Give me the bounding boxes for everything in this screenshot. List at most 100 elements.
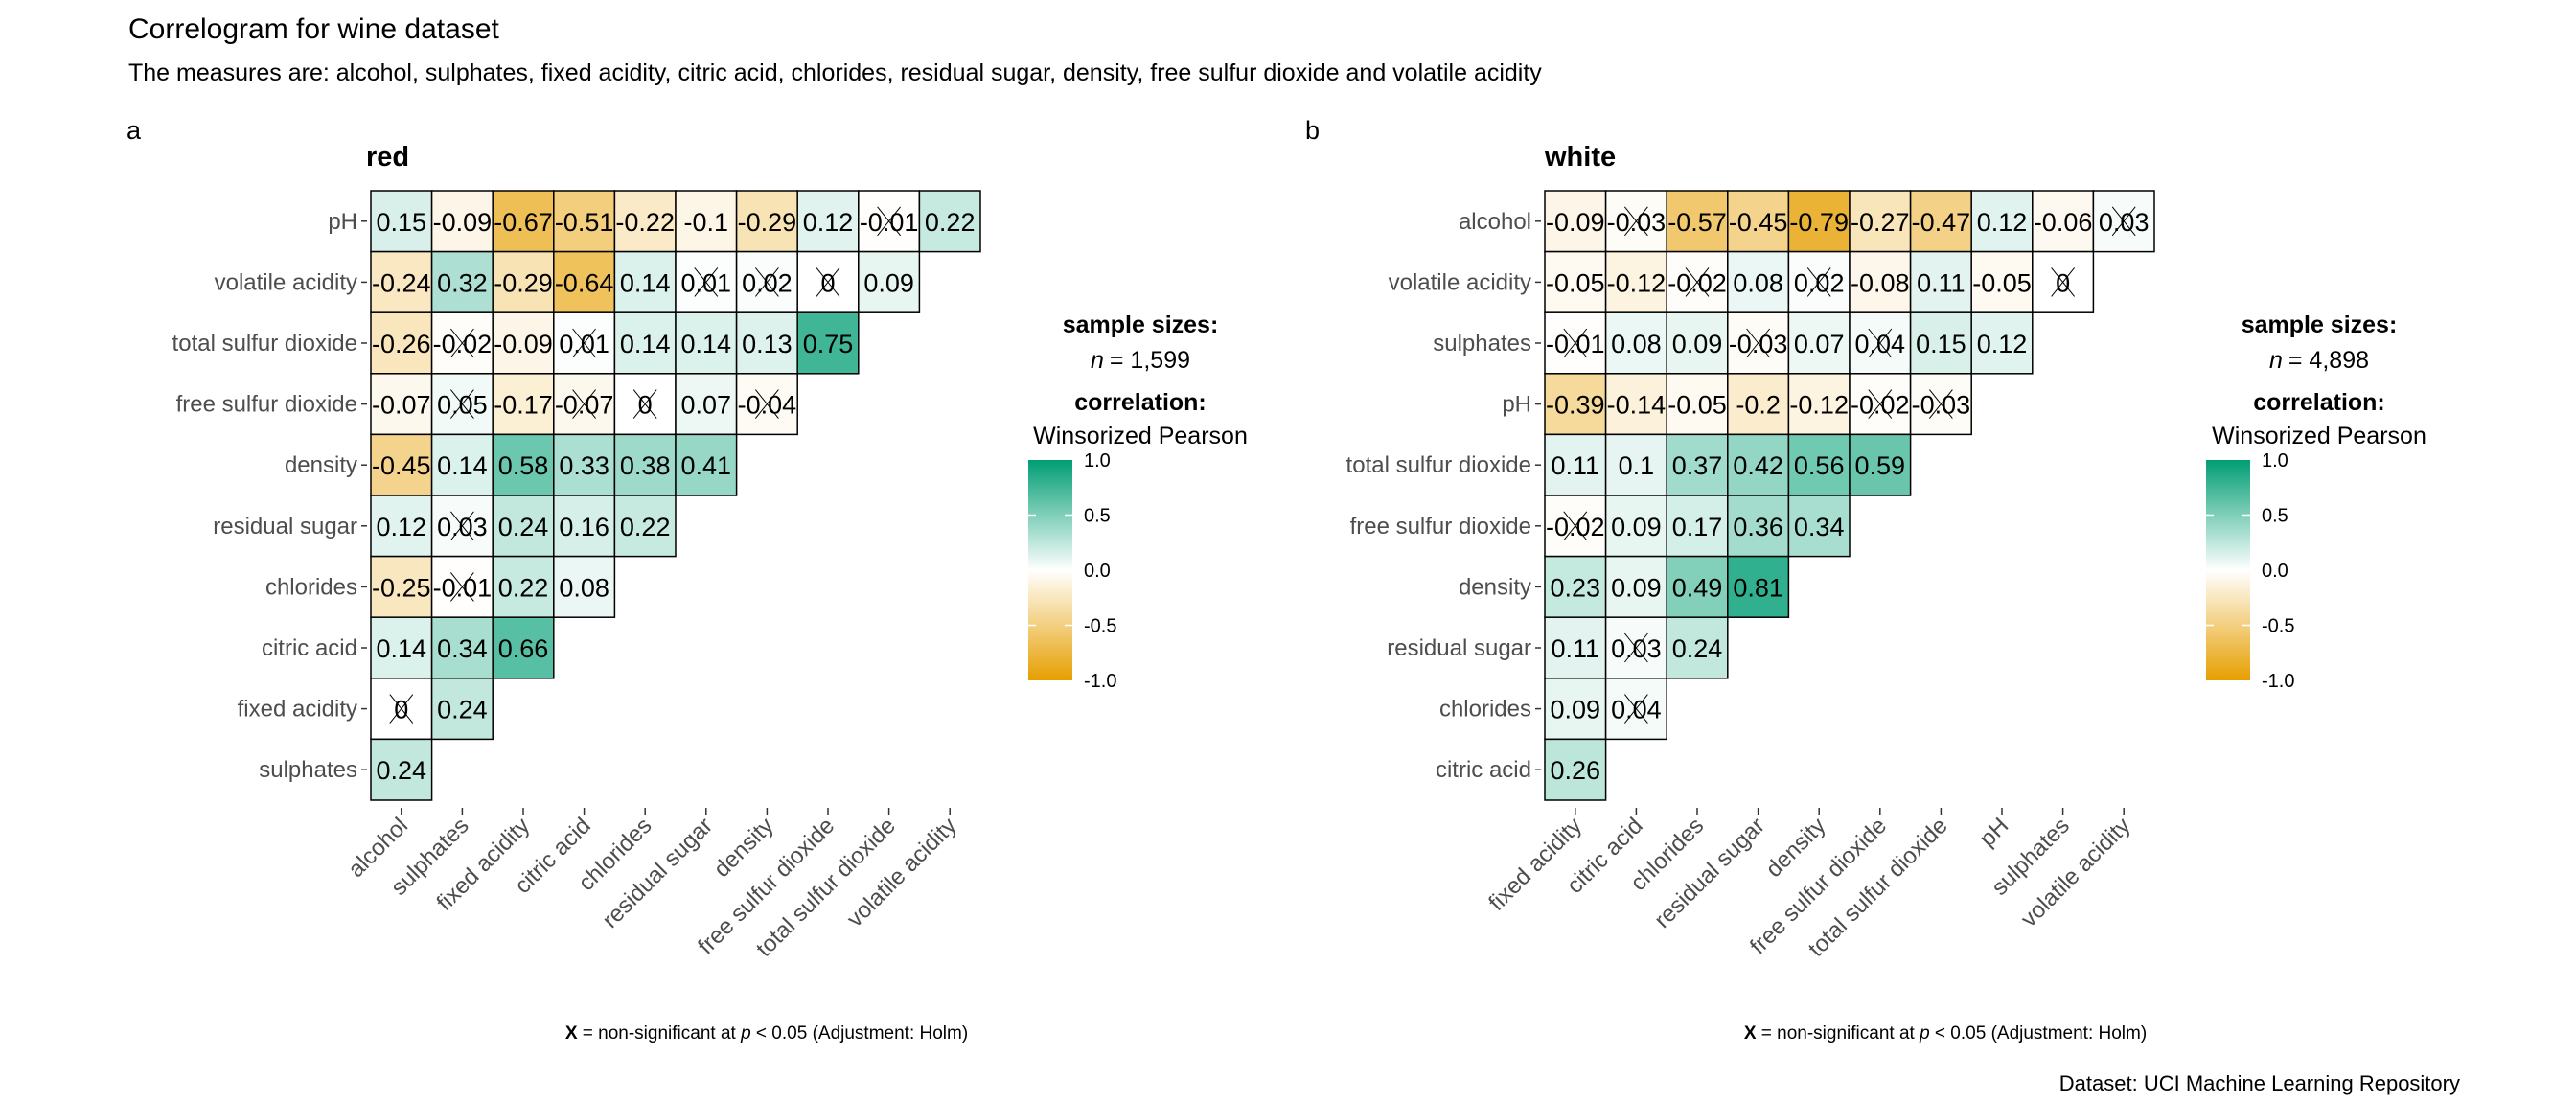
- cell-rect: [1666, 373, 1729, 436]
- cell-value-label: -0.02: [433, 330, 493, 358]
- heatmap-cell: 0.08: [553, 555, 616, 618]
- heatmap-cell: -0.02: [430, 311, 494, 375]
- cell-value-label: 0.09: [1611, 513, 1662, 541]
- footnote-white: X = non-significant at p < 0.05 (Adjustm…: [1744, 1024, 2147, 1044]
- y-axis-labels-white: alcohol volatile acidity sulphates pH total …: [1346, 209, 1541, 783]
- cell-value-label: 0.32: [437, 268, 488, 297]
- heatmap-cell: 0.11: [1909, 250, 1972, 313]
- heatmap-cell: 0.13: [735, 311, 798, 375]
- cell-value-label: -0.09: [433, 208, 493, 237]
- heatmap-cell: 0.08: [1727, 250, 1790, 313]
- nonsignificant-cross-mark: [755, 267, 779, 297]
- cell-rect: [613, 311, 677, 375]
- cell-value-label: 0.24: [498, 513, 549, 541]
- cell-rect: [1727, 373, 1790, 436]
- cell-value-label: -0.09: [494, 330, 553, 358]
- legend-ticks: 1.0 0.5 0.0 -0.5 -1.0: [2206, 450, 2294, 692]
- heatmap-cell: 0.03: [430, 494, 494, 558]
- footnote-symbol: X: [1744, 1024, 1757, 1044]
- legend-tick-label: 1.0: [2262, 450, 2288, 472]
- cell-value-label: 0.24: [1672, 634, 1723, 663]
- heatmap-cell: -0.39: [1544, 373, 1607, 436]
- cell-rect: [858, 250, 921, 313]
- cell-rect: [675, 433, 738, 496]
- heatmap-cell: 0.09: [1544, 678, 1607, 741]
- cell-value-label: 0.34: [437, 634, 488, 663]
- cell-value-label: 0.56: [1794, 451, 1845, 480]
- cell-value-label: 0: [820, 268, 835, 297]
- cell-rect: [735, 311, 798, 375]
- dataset-caption: Dataset: UCI Machine Learning Repository: [2059, 1071, 2460, 1095]
- panel-white: b white -0.09 -0.03 -0.57 -0.45 -0.79 -0.27 -0…: [1305, 116, 2426, 1044]
- panel-title-white: white: [1544, 142, 1616, 172]
- y-tick-label: volatile acidity: [1389, 269, 1531, 295]
- y-tick-label: chlorides: [1439, 697, 1531, 723]
- cell-value-label: -0.02: [1546, 513, 1605, 541]
- y-tick-label: citric acid: [1436, 757, 1531, 783]
- cell-rect: [613, 494, 677, 558]
- cell-value-label: 0.66: [498, 634, 549, 663]
- legend-corr-heading: correlation:: [1074, 389, 1207, 416]
- cell-value-label: -0.51: [555, 208, 614, 237]
- footnote-p: p: [1919, 1024, 1930, 1044]
- heatmap-cell: 0.14: [430, 433, 494, 496]
- heatmap-cell: 0.01: [553, 311, 616, 375]
- cell-rect: [492, 373, 555, 436]
- cell-value-label: -0.39: [1546, 391, 1605, 420]
- cell-value-label: -0.27: [1851, 208, 1910, 237]
- heatmap-cell: -0.57: [1666, 190, 1729, 253]
- cell-value-label: 0.07: [681, 391, 732, 420]
- cell-value-label: -0.03: [1912, 391, 1971, 420]
- cell-rect: [553, 373, 616, 436]
- cell-rect: [1544, 250, 1607, 313]
- cell-rect: [1544, 373, 1607, 436]
- cell-value-label: 0.08: [1733, 268, 1783, 297]
- heatmap-cell: -0.09: [1544, 190, 1607, 253]
- legend-red: sample sizes: n = 1,599 correlation: Wins…: [1028, 311, 1248, 692]
- heatmap-cell: 0.22: [492, 555, 555, 618]
- y-tick-label: free sulfur dioxide: [176, 392, 357, 418]
- heatmap-cell: -0.02: [1849, 373, 1912, 436]
- cell-value-label: 0: [2056, 268, 2070, 297]
- cell-value-label: 0.24: [377, 756, 427, 785]
- heatmap-cell: 0.81: [1727, 555, 1790, 618]
- heatmap-cell: 0.03: [2092, 190, 2155, 253]
- y-tick-label: alcohol: [1459, 209, 1531, 235]
- heatmap-cell: 0.12: [796, 190, 860, 253]
- heatmap-cell: 0.08: [1604, 311, 1668, 375]
- heatmap-cell: 0.37: [1666, 433, 1729, 496]
- cell-rect: [370, 616, 433, 679]
- heatmap-cell: 0.09: [1604, 494, 1668, 558]
- cell-value-label: 0.15: [1916, 330, 1966, 358]
- cell-value-label: -0.64: [555, 268, 614, 297]
- legend-n-value: = 4,898: [2288, 347, 2369, 374]
- heatmap-cell: 0.02: [735, 250, 798, 313]
- cell-value-label: 0.09: [1611, 573, 1662, 602]
- heatmap-cell: 0.12: [370, 494, 433, 558]
- heatmap-cell: 0.24: [492, 494, 555, 558]
- footnote-text-b: < 0.05 (Adjustment: Holm): [751, 1024, 969, 1044]
- y-tick-label: pH: [1502, 392, 1531, 418]
- nonsignificant-cross-mark: [632, 389, 657, 419]
- heatmap-cell: 0.22: [613, 494, 677, 558]
- cell-value-label: -0.02: [1668, 268, 1727, 297]
- cell-rect: [1666, 190, 1729, 253]
- cell-rect: [553, 250, 616, 313]
- legend-corr-method: Winsorized Pearson: [2212, 423, 2426, 449]
- cell-rect: [1544, 616, 1607, 679]
- cell-value-label: 0.34: [1794, 513, 1845, 541]
- cell-value-label: 0.04: [1855, 330, 1906, 358]
- heatmap-cell: -0.79: [1787, 190, 1851, 253]
- heatmap-cell: 0.14: [675, 311, 738, 375]
- cell-value-label: 0: [394, 696, 408, 724]
- heatmap-cell: 0.16: [553, 494, 616, 558]
- cell-value-label: 0.37: [1672, 451, 1723, 480]
- legend-n-symbol: n: [1091, 347, 1104, 374]
- cell-rect: [1604, 311, 1668, 375]
- heatmap-cell: -0.09: [492, 311, 555, 375]
- cell-value-label: 0.15: [377, 208, 427, 237]
- heatmap-cell: 0.01: [675, 250, 738, 313]
- heatmap-cell: -0.64: [553, 250, 616, 313]
- y-tick-label: fixed acidity: [238, 697, 357, 723]
